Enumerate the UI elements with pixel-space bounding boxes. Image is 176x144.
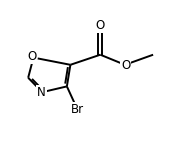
Text: Br: Br: [71, 103, 84, 116]
Text: O: O: [121, 59, 130, 72]
Text: O: O: [96, 19, 105, 32]
Text: O: O: [27, 50, 36, 63]
Text: N: N: [37, 86, 46, 99]
